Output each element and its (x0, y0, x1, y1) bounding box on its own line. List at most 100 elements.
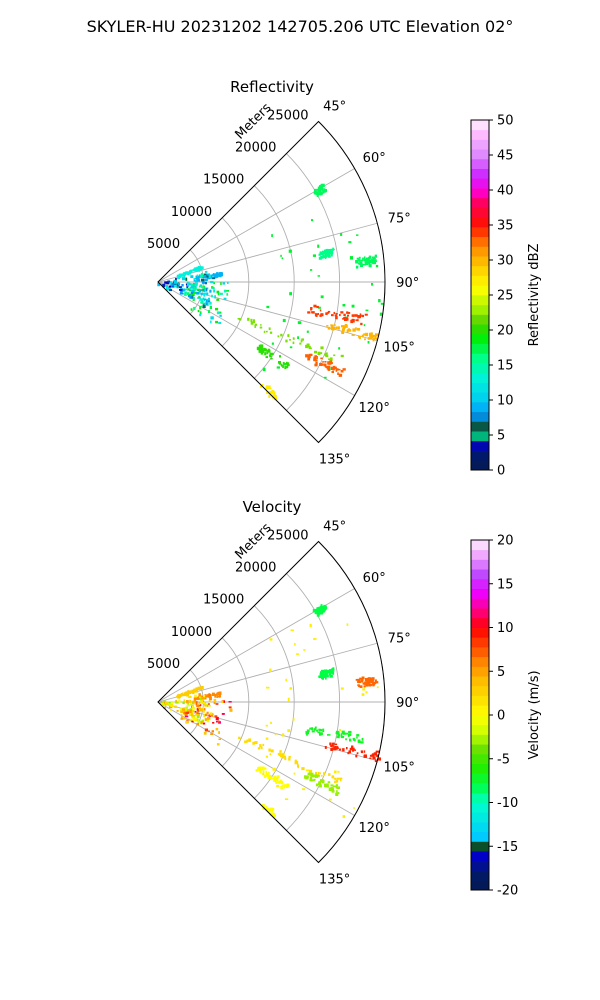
azimuth-gridline (157, 168, 355, 283)
echo-gate (270, 357, 273, 360)
echo-gate (266, 806, 268, 809)
colorbar-level (471, 207, 489, 218)
echo-gate (278, 361, 281, 364)
echo-gate (165, 701, 169, 705)
colorbar-tick-label: 5 (497, 665, 505, 680)
echo-gate (178, 699, 181, 703)
echo-gate (314, 609, 316, 612)
echo-gate (353, 807, 355, 809)
echo-gate (208, 693, 211, 695)
echo-gate (192, 690, 195, 695)
azimuth-gridline (157, 701, 378, 762)
echo-gate (368, 332, 371, 336)
echo-gate (196, 711, 199, 714)
echo-gate (319, 185, 324, 189)
echo-gate (203, 732, 207, 735)
echo-gate (255, 769, 259, 772)
echo-gate (183, 272, 185, 276)
echo-gate (200, 305, 203, 308)
echo-gate (356, 234, 359, 236)
echo-gate (208, 310, 210, 313)
echo-gate (324, 364, 327, 368)
colorbar-level (471, 333, 489, 345)
echo-gate (200, 301, 204, 304)
echo-gate (308, 769, 313, 773)
colorbar-level (471, 265, 489, 276)
echo-gate (293, 338, 295, 340)
echo-gate (252, 321, 256, 324)
colorbar-tick-label: 15 (497, 359, 514, 374)
echo-gate (301, 767, 305, 771)
colorbar-level (471, 275, 489, 286)
echo-gate (216, 274, 219, 278)
echo-gate (285, 678, 288, 682)
echo-gate (186, 693, 189, 697)
echo-gate (377, 757, 381, 761)
colorbar-level (471, 841, 489, 852)
echo-gate (325, 312, 328, 315)
echo-gate (269, 668, 272, 672)
echo-gate (371, 283, 374, 286)
echo-gate (330, 357, 333, 361)
echo-gate (193, 282, 196, 287)
echo-gate (214, 715, 218, 718)
echo-gate (181, 284, 184, 287)
echo-gate (193, 278, 196, 281)
echo-gate (360, 322, 363, 326)
echo-gate (258, 767, 263, 771)
echo-gate (378, 299, 381, 303)
echo-gate (360, 678, 364, 682)
echo-gate (320, 671, 322, 675)
echo-gate (253, 319, 256, 323)
echo-gate (168, 702, 171, 704)
echo-gate (189, 283, 193, 286)
echo-gate (205, 703, 208, 706)
echo-gate (275, 777, 278, 781)
velocity-panel: Velocity 45° 60° 75° 90° 105° 120° 135° 5000 1000… (147, 498, 542, 899)
echo-gate (309, 623, 312, 628)
echo-gate (360, 750, 363, 754)
echo-gate (215, 273, 219, 276)
echo-gate (264, 767, 267, 770)
echo-gate (265, 773, 269, 777)
colorbar-level (471, 588, 489, 599)
echo-gate (315, 774, 319, 778)
echo-gate (305, 344, 308, 349)
echo-gate (329, 671, 331, 675)
echo-gate (325, 255, 328, 258)
echo-gate (194, 717, 197, 721)
echo-gate (331, 747, 334, 750)
echo-gate (337, 733, 340, 736)
colorbar-level (471, 188, 489, 199)
echo-gate (335, 326, 338, 330)
echo-gate (211, 730, 214, 733)
echo-gate (204, 270, 208, 273)
echo-gate (331, 787, 334, 790)
echo-gate (324, 353, 328, 356)
echo-gate (192, 702, 195, 705)
echo-gate (338, 373, 341, 377)
echo-gate (206, 719, 209, 723)
echo-gate (210, 714, 214, 716)
echo-gate (286, 785, 289, 788)
echo-gate (273, 779, 276, 782)
echo-gate (334, 366, 337, 369)
echo-gate (250, 318, 253, 322)
echo-gate (368, 264, 372, 268)
echo-gate (317, 188, 321, 191)
echo-gate (263, 347, 266, 350)
echo-gate (324, 361, 327, 363)
echo-gate (271, 342, 274, 345)
echo-gate (357, 739, 361, 743)
echo-gate (317, 772, 321, 775)
echo-gate (217, 291, 220, 296)
echo-gate (337, 734, 341, 737)
echo-gate (310, 774, 314, 778)
echo-gate (335, 784, 338, 787)
echo-gate (207, 300, 211, 303)
echo-gate (369, 757, 372, 760)
echo-gate (204, 713, 208, 717)
echo-gate (206, 292, 209, 296)
echo-gate (319, 362, 323, 366)
colorbar-level (471, 295, 489, 306)
